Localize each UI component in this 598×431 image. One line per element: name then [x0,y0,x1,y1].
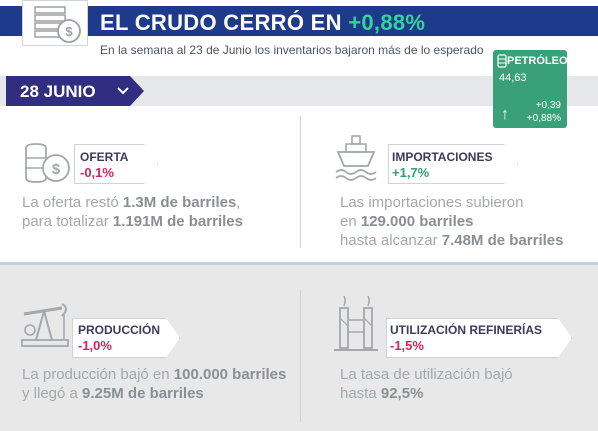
column-divider-bottom [300,290,301,422]
oil-price: 44,63 [499,72,527,84]
desc-text: hasta [340,385,381,402]
barrel-coin-icon: $ [25,143,70,183]
desc-bold: 92,5% [380,385,424,402]
card-title-produccion: PRODUCCIÓN [78,323,161,337]
tag-oferta [74,144,158,184]
desc-text: La oferta restó [22,194,123,211]
desc-text: , [236,194,241,211]
card-desc-refinerias: La tasa de utilización bajó hasta 92,5% [340,365,513,403]
card-value-produccion: -1,0% [78,338,112,353]
svg-text:$: $ [52,161,61,178]
ship-icon [335,135,377,181]
page-title: EL CRUDO CERRÓ EN +0,88% [100,10,425,36]
desc-bold: 1.3M de barriles [122,194,237,211]
tag-importaciones [388,144,518,184]
barrel-icon [497,54,507,68]
svg-text:$: $ [65,24,73,39]
page-title-pct: +0,88% [348,10,426,35]
tag-produccion [72,318,180,358]
desc-bold: 1.191M de barriles [112,213,243,230]
chevron-down-icon[interactable] [113,82,133,100]
oil-label: PETRÓLEO [507,55,568,67]
desc-text: hasta alcanzar [340,232,442,249]
desc-text: La producción bajó en [22,366,174,383]
date-label[interactable]: 28 JUNIO [20,82,96,101]
card-value-refinerias: -1,5% [390,338,424,353]
refinery-icon [334,296,378,351]
column-divider-top [300,116,301,248]
oil-change-pct: +0,88% [526,113,561,124]
desc-text: en [340,213,361,230]
card-desc-oferta: La oferta restó 1.3M de barriles, para t… [22,193,243,231]
oil-change-abs: +0,39 [535,100,561,111]
desc-text: La tasa de utilización bajó [340,366,513,383]
desc-text: para totalizar [22,213,113,230]
desc-bold: 9.25M de barriles [82,385,204,402]
desc-bold: 7.48M de barriles [441,232,564,249]
money-stack-icon: $ [34,6,81,43]
desc-text: Las importaciones subieron [340,194,524,211]
section-divider [0,262,598,265]
card-value-oferta: -0,1% [80,165,114,180]
desc-text: y llegó a [22,385,83,402]
desc-bold: 129.000 barriles [360,213,474,230]
header-icon-box: $ [22,0,88,46]
card-title-oferta: OFERTA [80,150,129,164]
oil-price-widget: PETRÓLEO 44,63 ↑ +0,39 +0,88% [493,50,568,128]
up-arrow-icon: ↑ [501,106,509,123]
page-title-prefix: EL CRUDO CERRÓ EN [100,10,349,35]
desc-bold: 100.000 barriles [173,366,287,383]
tag-refinerias [386,318,572,358]
card-title-importaciones: IMPORTACIONES [392,150,493,164]
header-band [0,6,598,36]
card-desc-produccion: La producción bajó en 100.000 barriles y… [22,365,286,403]
card-desc-importaciones: Las importaciones subieron en 129.000 ba… [340,193,563,250]
page-subtitle: En la semana al 23 de Junio los inventar… [100,43,484,57]
oil-pump-icon [21,303,69,347]
card-title-refinerias: UTILIZACIÓN REFINERÍAS [390,323,542,337]
card-value-importaciones: +1,7% [392,165,430,180]
